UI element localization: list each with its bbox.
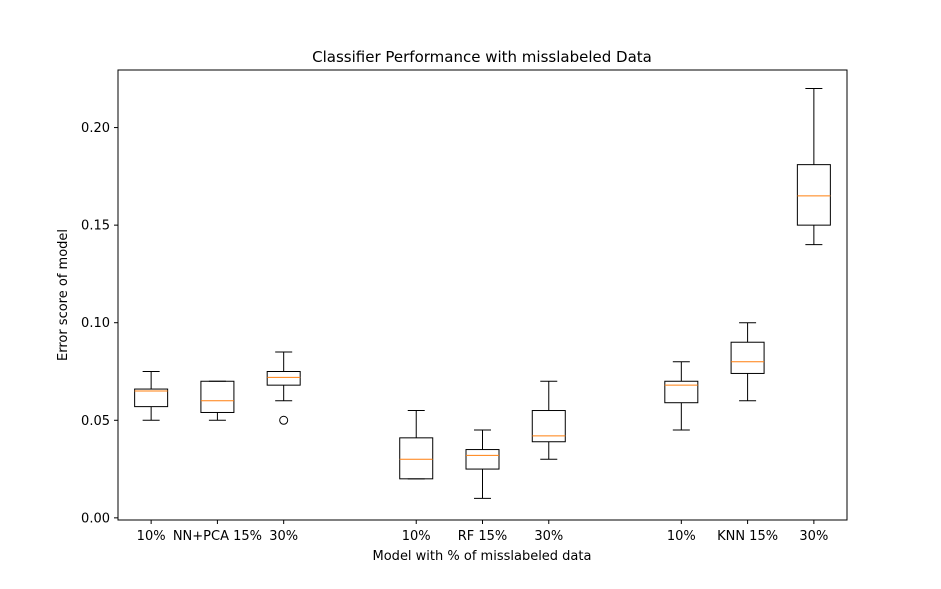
box-iqr — [664, 380, 699, 404]
x-tick-label: 10% — [667, 529, 696, 544]
outlier-point — [279, 415, 289, 425]
box-iqr — [134, 388, 169, 408]
y-axis-label: Error score of model — [56, 229, 71, 361]
x-axis-label: Model with % of misslabeled data — [373, 549, 592, 564]
x-tick-label: 30% — [534, 529, 563, 544]
x-tick-label: 30% — [269, 529, 298, 544]
y-tick-label: 0.10 — [81, 316, 110, 331]
box-iqr — [730, 341, 765, 374]
x-tick-label: 30% — [799, 529, 828, 544]
box-iqr — [200, 380, 235, 413]
box-iqr — [266, 370, 301, 386]
plot-area: 0.00 0.05 0.10 0.15 0.20 10% NN+PCA 15% 30% 10% R… — [81, 69, 848, 544]
box-iqr — [796, 164, 831, 226]
chart-title: Classifier Performance with misslabeled … — [312, 48, 652, 66]
x-tick-label: 10% — [137, 529, 166, 544]
y-tick-label: 0.15 — [81, 219, 110, 234]
x-tick-label: NN+PCA 15% — [173, 529, 262, 544]
x-tick-label: KNN 15% — [717, 529, 778, 544]
x-tick-label: RF 15% — [458, 529, 508, 544]
axes-frame — [117, 69, 848, 521]
box-iqr — [465, 449, 500, 470]
box-iqr — [531, 410, 566, 443]
box-iqr — [399, 437, 434, 480]
y-tick-label: 0.20 — [81, 121, 110, 136]
y-tick-label: 0.05 — [81, 414, 110, 429]
x-tick-label: 10% — [402, 529, 431, 544]
y-tick-label: 0.00 — [81, 511, 110, 526]
